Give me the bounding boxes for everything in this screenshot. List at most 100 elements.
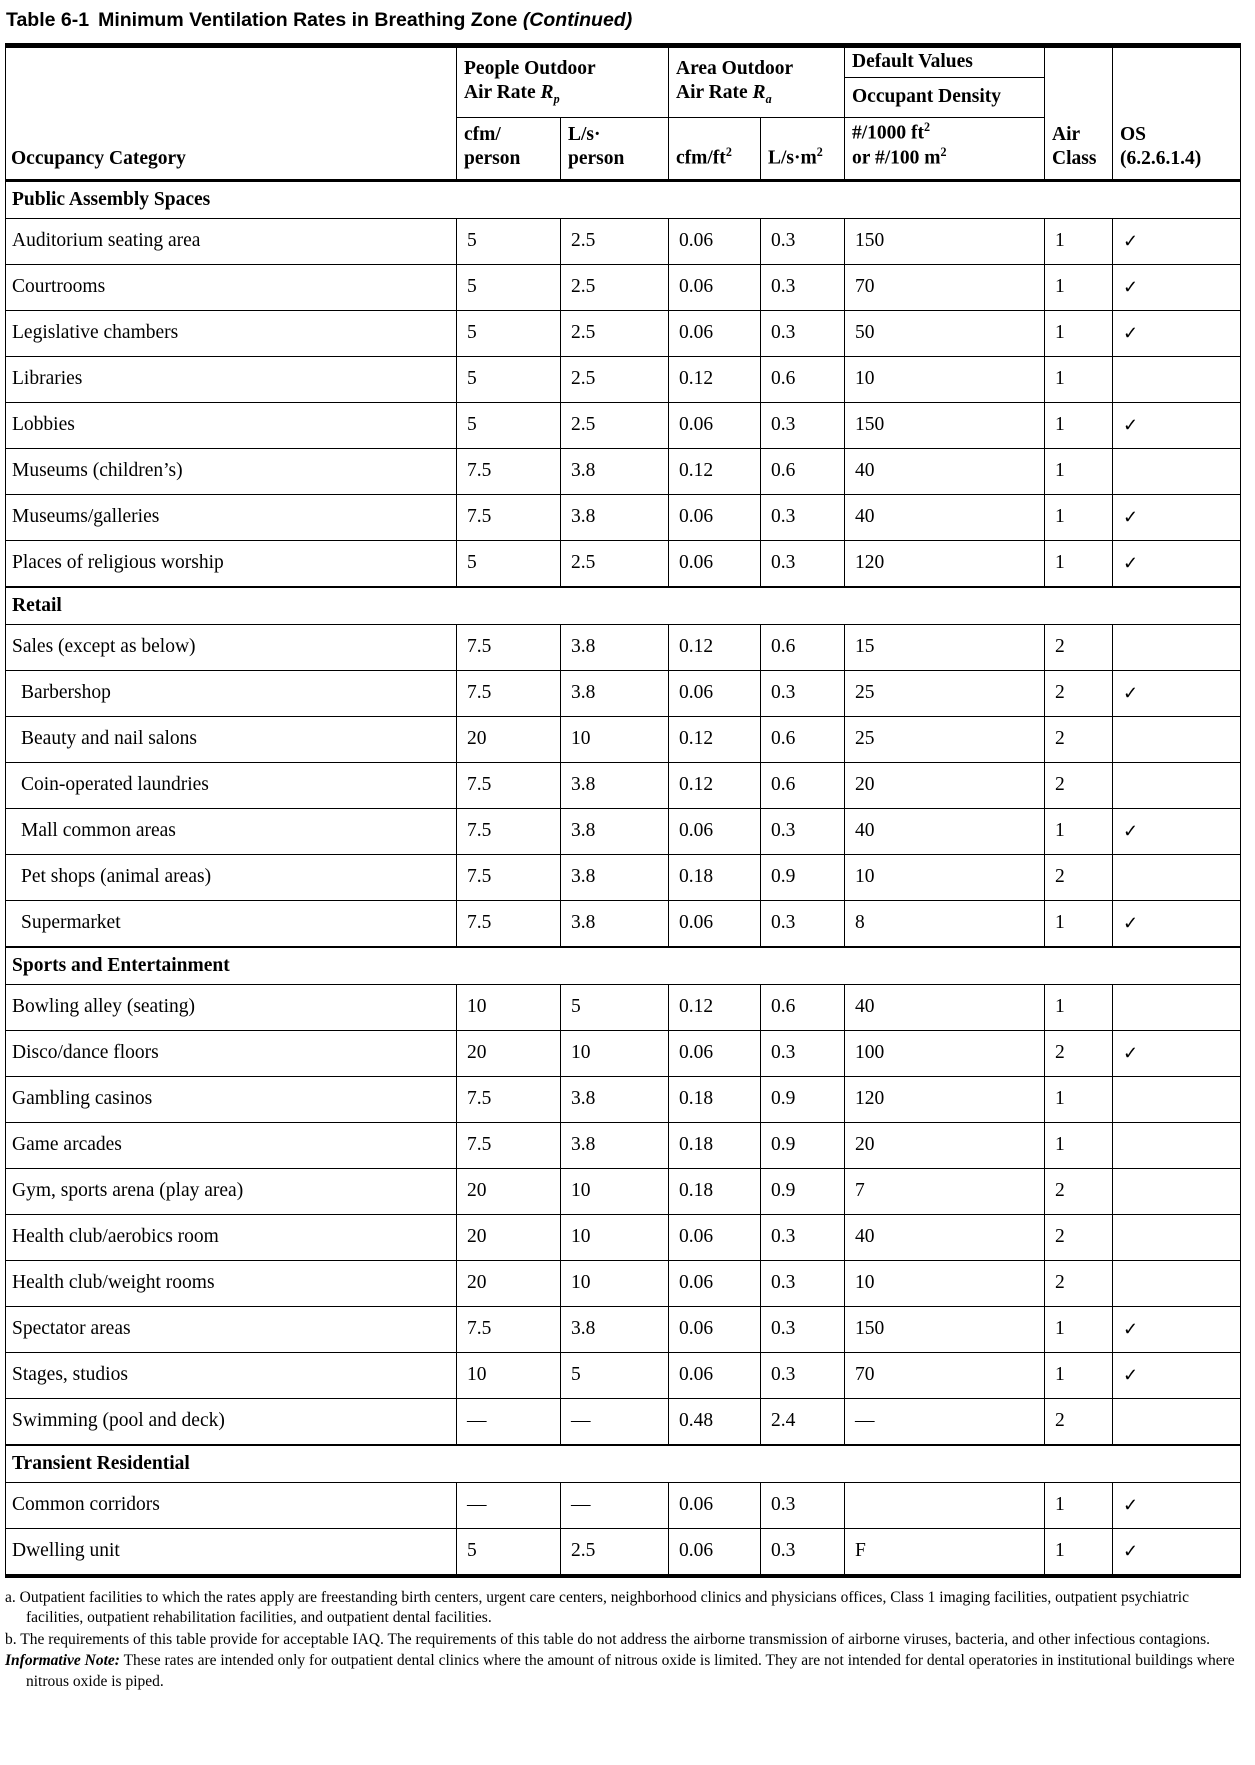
table-row: Swimming (pool and deck) — —0.48 2.4—2 (5, 1397, 1242, 1446)
cell-os-check: ✓ (1112, 401, 1242, 449)
cell-cfm-person: 10 (456, 1351, 561, 1399)
cell-air-class: 1 (1044, 1305, 1114, 1353)
cell-air-class: 2 (1044, 623, 1114, 671)
cell-os-check (1112, 1259, 1242, 1307)
section-row: Transient Residential (4, 1443, 1242, 1483)
cell-occupant-density: 150 (844, 1305, 1046, 1353)
table-row: Mall common areas 7.5 3.8 0.06 0.3 40 1 ✓ (5, 807, 1242, 855)
cell-ls-m2: 0.3 (759, 807, 846, 855)
cell-air-class: 1 (1044, 1527, 1114, 1577)
cell-ls-m2: 0.3 (759, 263, 846, 311)
cell-cfm-ft2: 0.18 (668, 1167, 761, 1215)
ls-m2-sup: 2 (816, 145, 823, 160)
cell-category: Beauty and nail salons (5, 715, 457, 763)
cell-air-class: 1 (1044, 309, 1114, 357)
cell-category: Disco/dance floors (5, 1029, 457, 1077)
cell-cfm-ft2: 0.06 (668, 539, 761, 588)
header-row-groups: Occupancy Category People Outdoor Air Ra… (5, 45, 1242, 181)
cell-cfm-ft2: 0.06 (668, 1527, 761, 1577)
cell-air-class: 2 (1044, 853, 1114, 901)
cell-ls-person: — (560, 1397, 669, 1446)
cell-cfm-person: — (456, 1397, 561, 1446)
table-row: Game arcades 7.5 3.8 0.18 0.9 20 1 (5, 1121, 1242, 1169)
cell-air-class: 1 (1044, 807, 1114, 855)
cell-ls-m2: 0.6 (759, 623, 846, 671)
cell-ls-m2: 0.3 (759, 217, 846, 265)
table-row: Museums (children’s) 7.5 3.8 0.12 0.6 40 1 (5, 447, 1242, 495)
table-body: Public Assembly Spaces Auditorium seating… (4, 179, 1242, 1577)
table-row: Stages, studios 10 5 0.06 0.3 70 1 ✓ (5, 1351, 1242, 1399)
cell-ls-person: 3.8 (560, 1121, 669, 1169)
cell-cfm-person: 5 (456, 309, 561, 357)
table-row: Auditorium seating area 5 2.5 0.06 0.3 150 1 ✓ (5, 217, 1242, 265)
cell-ls-m2: 0.6 (759, 983, 846, 1031)
cell-air-class: 1 (1044, 1121, 1114, 1169)
cell-os-check (1112, 853, 1242, 901)
cell-cfm-ft2: 0.06 (668, 1351, 761, 1399)
cell-ls-m2: 0.3 (759, 1213, 846, 1261)
cell-cfm-ft2: 0.06 (668, 217, 761, 265)
cell-cfm-person: 5 (456, 263, 561, 311)
cell-os-check (1112, 355, 1242, 403)
cell-occupant-density: 10 (844, 853, 1046, 901)
table-row: Barbershop 7.5 3.8 0.06 0.3 25 2 ✓ (5, 669, 1242, 717)
section-row: Retail (4, 585, 1242, 625)
occupancy-category-label: Occupancy Category (11, 147, 186, 169)
density-line1-sup: 2 (924, 120, 931, 134)
cell-os-check: ✓ (1112, 899, 1242, 948)
cell-occupant-density: 70 (844, 263, 1046, 311)
table-row: Health club/aerobics room 20 10 0.06 0.3 40 2 (5, 1213, 1242, 1261)
cell-ls-person: 3.8 (560, 1075, 669, 1123)
cell-category: Swimming (pool and deck) (5, 1397, 457, 1446)
cell-category: Dwelling unit (5, 1527, 457, 1577)
cell-os-check (1112, 761, 1242, 809)
cell-cfm-ft2: 0.06 (668, 1029, 761, 1077)
cell-air-class: 2 (1044, 1397, 1114, 1446)
cell-ls-m2: 0.3 (759, 493, 846, 541)
col-header-cfm-person: cfm/ person (456, 117, 561, 181)
cell-os-check: ✓ (1112, 309, 1242, 357)
cell-cfm-person: 7.5 (456, 761, 561, 809)
cell-category: Supermarket (5, 899, 457, 948)
cell-cfm-ft2: 0.06 (668, 263, 761, 311)
cell-occupant-density: F (844, 1527, 1046, 1577)
cell-category: Game arcades (5, 1121, 457, 1169)
area-rate-subscript: a (765, 91, 772, 106)
cell-cfm-person: 20 (456, 1167, 561, 1215)
cell-air-class: 1 (1044, 493, 1114, 541)
cell-category: Spectator areas (5, 1305, 457, 1353)
people-rate-line2: Air Rate (464, 81, 536, 103)
cfm-ft2-sup: 2 (725, 145, 732, 160)
cell-category: Places of religious worship (5, 539, 457, 588)
cell-os-check: ✓ (1112, 669, 1242, 717)
cell-os-check: ✓ (1112, 1305, 1242, 1353)
cell-cfm-ft2: 0.18 (668, 1075, 761, 1123)
cell-cfm-person: 20 (456, 1213, 561, 1261)
cell-air-class: 1 (1044, 983, 1114, 1031)
table-row: Bowling alley (seating) 10 5 0.12 0.6 40 1 (5, 983, 1242, 1031)
footnotes: a. Outpatient facilities to which the ra… (5, 1588, 1247, 1693)
density-line1-base: #/1000 ft (852, 122, 925, 144)
col-header-ls-m2: L/s·m2 (759, 117, 846, 181)
cell-cfm-person: 20 (456, 715, 561, 763)
cell-cfm-ft2: 0.12 (668, 355, 761, 403)
cell-ls-person: 3.8 (560, 493, 669, 541)
cell-ls-m2: 0.3 (759, 1259, 846, 1307)
cell-ls-person: 3.8 (560, 899, 669, 948)
cell-air-class: 2 (1044, 761, 1114, 809)
cell-air-class: 1 (1044, 1351, 1114, 1399)
cell-air-class: 2 (1044, 1029, 1114, 1077)
cell-air-class: 1 (1044, 217, 1114, 265)
cell-ls-person: 10 (560, 1167, 669, 1215)
cell-cfm-ft2: 0.12 (668, 715, 761, 763)
cell-ls-m2: 0.6 (759, 715, 846, 763)
cell-os-check: ✓ (1112, 217, 1242, 265)
cell-ls-m2: 2.4 (759, 1397, 846, 1446)
table-row: Health club/weight rooms 20 10 0.06 0.3 10 2 (5, 1259, 1242, 1307)
os-line1: OS (1120, 124, 1147, 145)
footnote-b-text: The requirements of this table provide f… (20, 1630, 1211, 1648)
cell-occupant-density: 25 (844, 715, 1046, 763)
page-title: Table 6-1 Minimum Ventilation Rates in Br… (6, 9, 1247, 32)
cell-ls-m2: 0.6 (759, 355, 846, 403)
cell-os-check: ✓ (1112, 1481, 1242, 1529)
